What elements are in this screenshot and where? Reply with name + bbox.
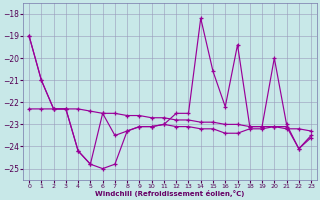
X-axis label: Windchill (Refroidissement éolien,°C): Windchill (Refroidissement éolien,°C) — [95, 190, 245, 197]
